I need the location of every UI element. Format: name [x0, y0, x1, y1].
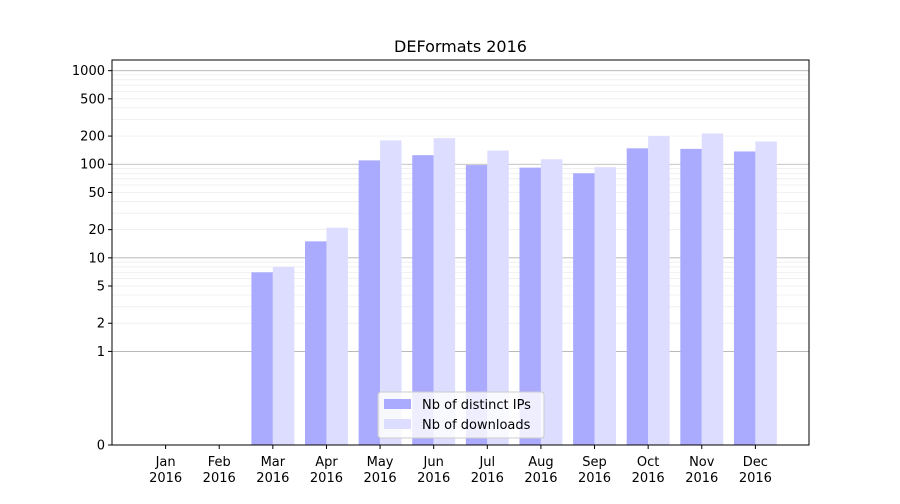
bar-distinct-ips-mar [251, 272, 273, 445]
x-tick-label-year: 2016 [578, 471, 611, 486]
plot-frame [111, 59, 810, 446]
bar-distinct-ips-nov [680, 148, 702, 445]
bar-downloads-aug [540, 159, 563, 445]
bar-downloads-may [380, 140, 402, 446]
x-tick-label-year: 2016 [256, 471, 289, 486]
y-axis: 0 1 2 5 10 20 50 100 200 500 1000 [72, 64, 112, 454]
bar-downloads-jun [433, 138, 456, 445]
bar-downloads-jul [487, 150, 509, 445]
bar-distinct-ips-sep [573, 173, 595, 445]
x-tick-label-year: 2016 [149, 471, 182, 486]
y-tick-label: 0 [97, 439, 105, 454]
y-tick-label: 1000 [72, 64, 105, 79]
bar-layer [251, 133, 777, 446]
bar-distinct-ips-dec [733, 151, 756, 445]
y-tick-label: 100 [80, 158, 105, 173]
x-tick-label-month: Jan [155, 455, 176, 470]
x-tick-label-month: Dec [743, 455, 768, 470]
x-tick-label-year: 2016 [203, 471, 236, 486]
bar-distinct-ips-oct [626, 148, 649, 445]
x-tick-label-month: May [367, 455, 394, 470]
bar-distinct-ips-apr [305, 241, 327, 445]
x-tick-label-year: 2016 [739, 471, 772, 486]
bar-downloads-dec [755, 141, 777, 445]
y-tick-label: 500 [80, 92, 105, 107]
chart-title: DEFormats 2016 [394, 37, 527, 56]
bar-downloads-apr [326, 227, 348, 445]
y-tick-label: 10 [88, 251, 105, 266]
x-tick-label-month: Jun [423, 455, 444, 470]
bar-distinct-ips-jun [412, 155, 434, 445]
bar-downloads-nov [701, 133, 724, 445]
x-tick-label-year: 2016 [524, 471, 557, 486]
legend-swatch [384, 419, 411, 429]
y-tick-label: 200 [80, 130, 105, 145]
x-tick-label-month: Aug [528, 455, 553, 470]
legend-label: Nb of distinct IPs [422, 398, 531, 413]
x-tick-label-month: Oct [637, 455, 659, 470]
bar-downloads-oct [648, 136, 670, 445]
x-axis: Jan2016Feb2016Mar2016Apr2016May2016Jun20… [149, 445, 772, 486]
y-tick-label: 20 [88, 223, 105, 238]
x-tick-label-year: 2016 [632, 471, 665, 486]
x-tick-label-year: 2016 [364, 471, 397, 486]
bar-distinct-ips-aug [519, 167, 541, 445]
bar-downloads-sep [594, 167, 616, 445]
x-tick-label-month: Nov [689, 455, 715, 470]
bar-downloads-mar [272, 266, 295, 445]
legend-swatch [384, 399, 411, 409]
x-tick-label-year: 2016 [310, 471, 343, 486]
y-tick-label: 50 [88, 186, 105, 201]
x-tick-label-month: Sep [582, 455, 607, 470]
legend-box [377, 391, 545, 439]
x-tick-label-month: Mar [261, 455, 286, 470]
legend-label: Nb of downloads [422, 418, 531, 433]
x-tick-label-year: 2016 [685, 471, 718, 486]
x-tick-label-year: 2016 [471, 471, 504, 486]
bar-distinct-ips-may [358, 160, 381, 445]
x-tick-label-month: Jul [478, 455, 495, 470]
y-tick-label: 1 [97, 345, 105, 360]
y-tick-label: 2 [97, 317, 105, 332]
x-tick-label-year: 2016 [417, 471, 450, 486]
x-tick-label-month: Apr [315, 455, 338, 470]
legend: Nb of distinct IPs Nb of downloads [377, 391, 545, 439]
x-tick-label-month: Feb [208, 455, 231, 470]
bar-distinct-ips-jul [465, 165, 488, 445]
y-tick-label: 5 [97, 280, 105, 295]
